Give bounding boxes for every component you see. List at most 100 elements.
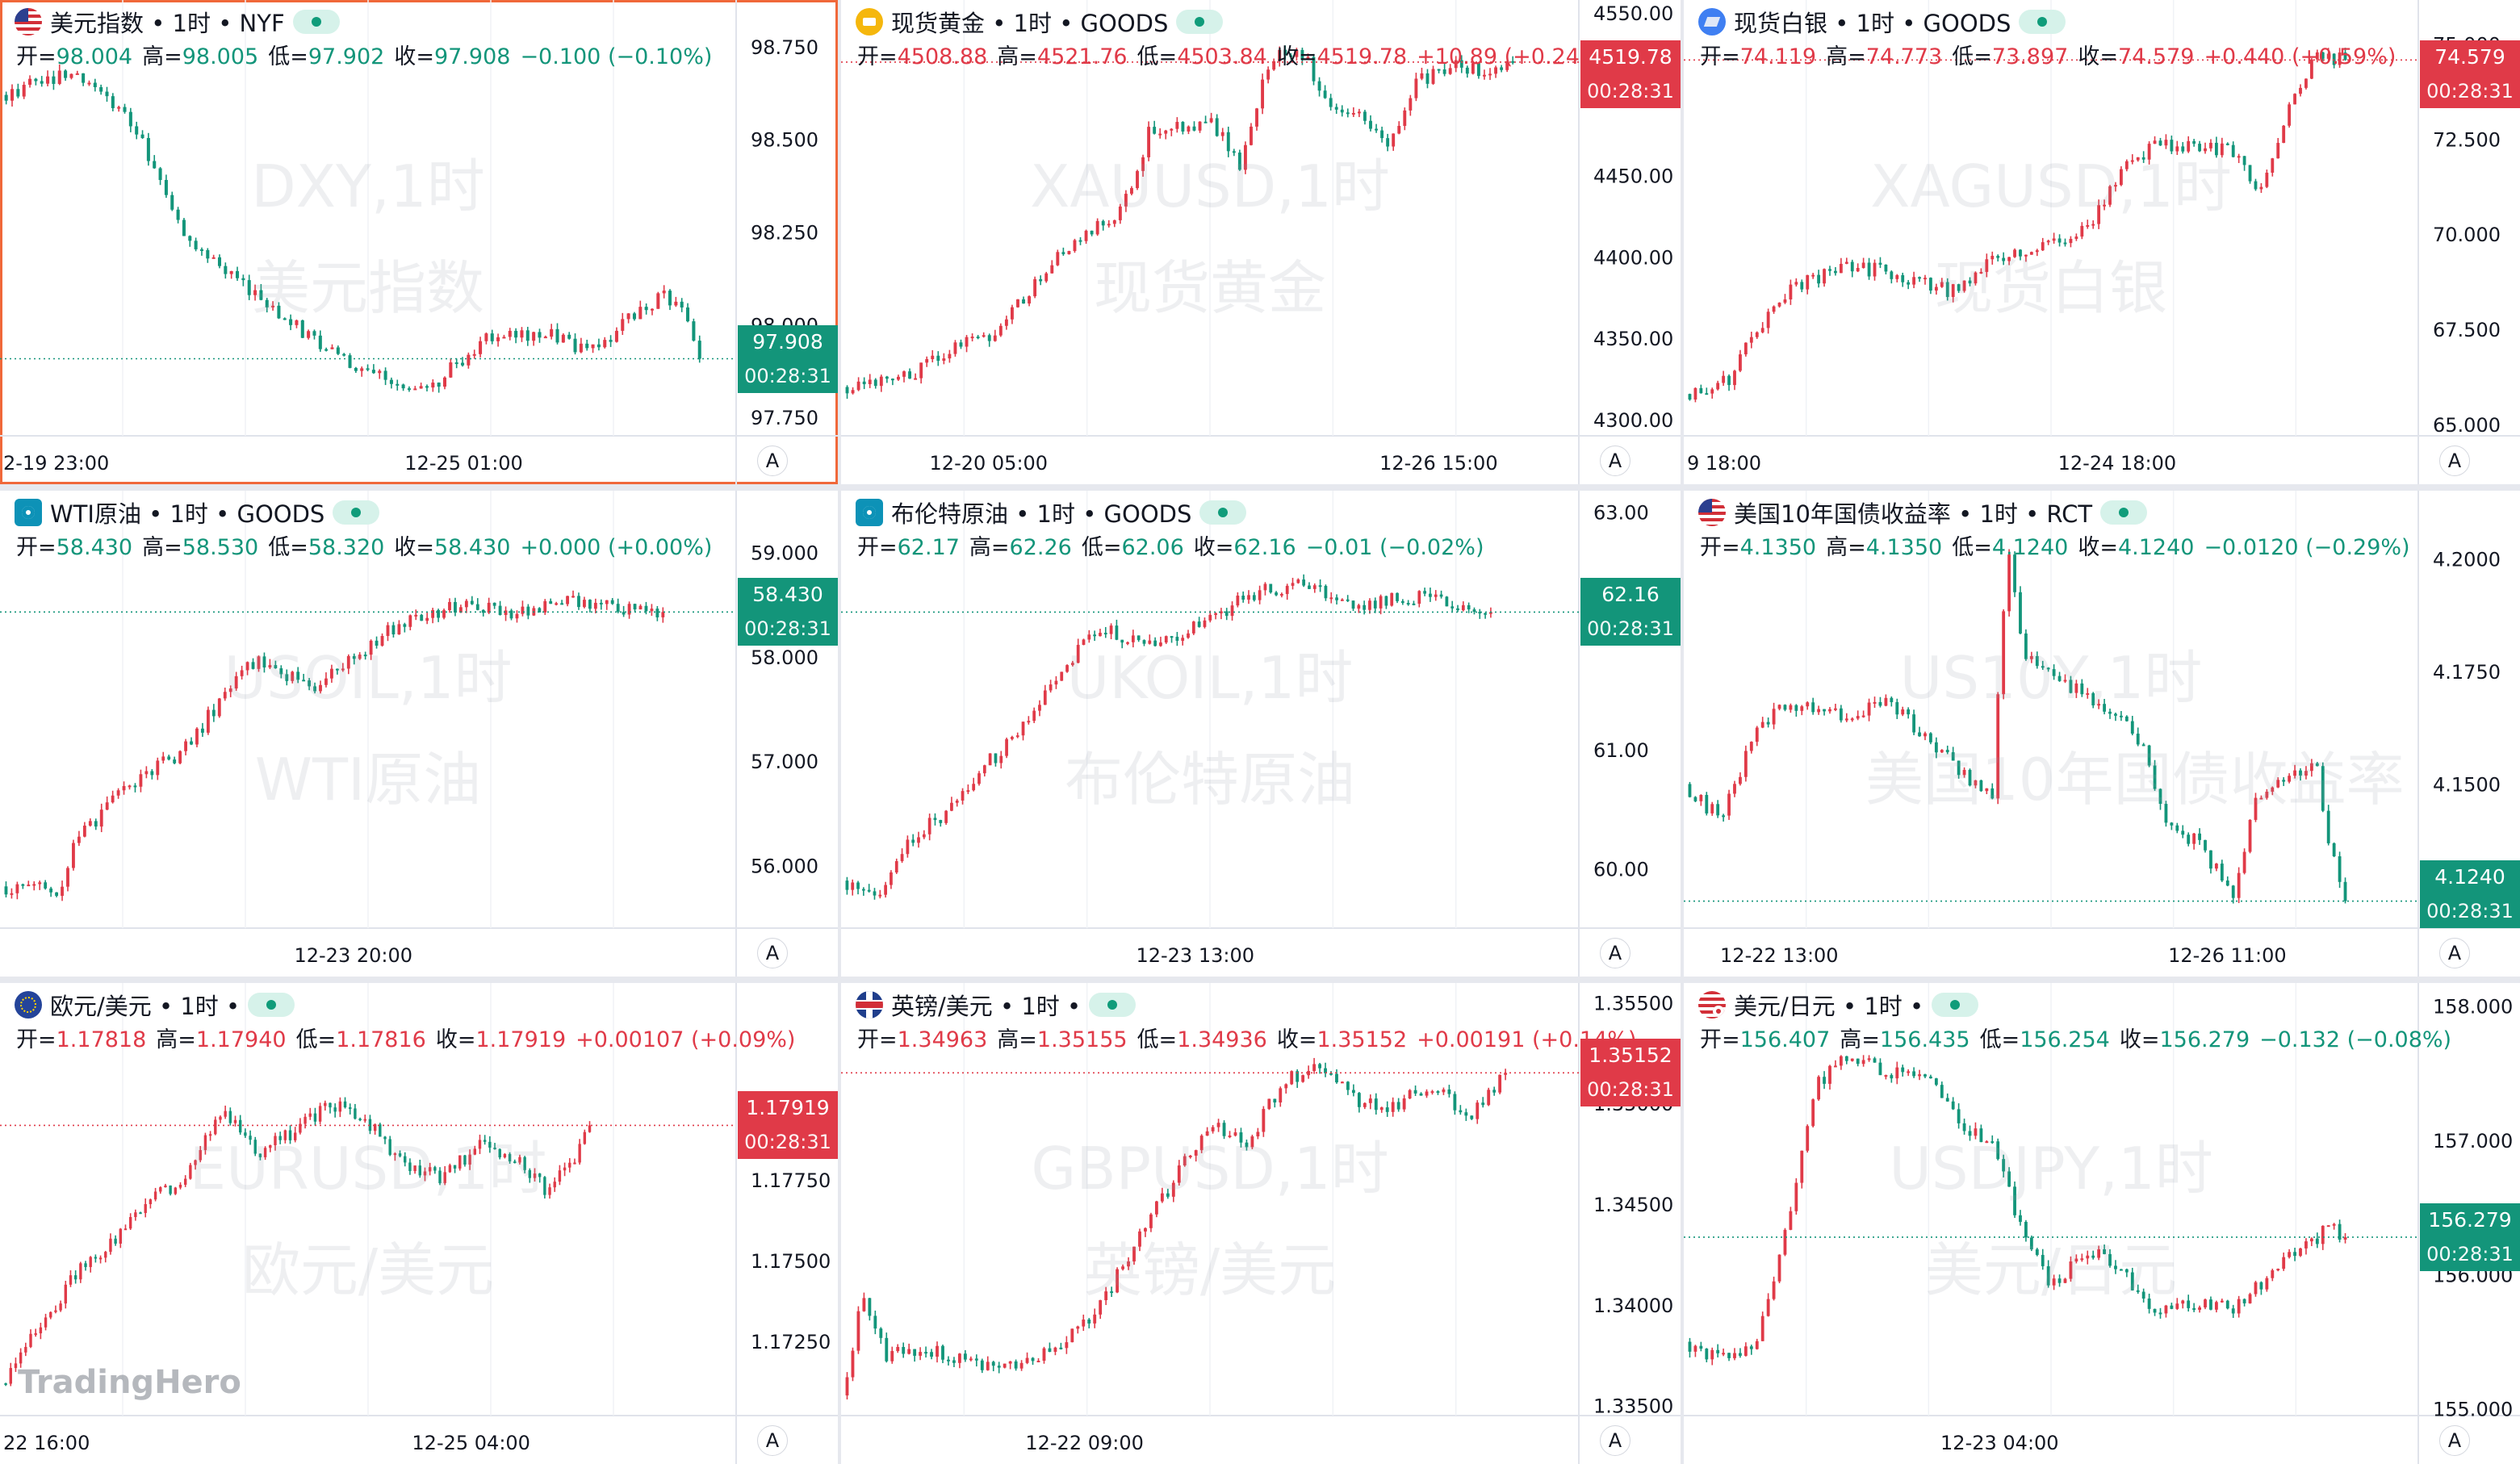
candle-body (944, 810, 948, 823)
candle-body (1215, 118, 1219, 136)
candle-body (258, 1153, 262, 1157)
ohlc-high-label: 高= (997, 44, 1037, 69)
candle-body (437, 609, 440, 618)
chart-panel-usoil[interactable]: 59.000 58.000 57.000 56.000 12-23 20:00 USOIL… (0, 491, 838, 977)
symbol-header[interactable]: 美元指数 • 1时 • NYF (15, 5, 340, 39)
market-status-icon[interactable] (2100, 500, 2148, 525)
market-status-icon[interactable] (1176, 10, 1224, 34)
candle-body (1850, 718, 1854, 721)
symbol-title[interactable]: WTI原油 • 1时 • GOODS (50, 500, 325, 528)
chart-plot[interactable]: 59.000 58.000 57.000 56.000 12-23 20:00 (0, 491, 838, 977)
market-status-icon[interactable] (333, 500, 380, 525)
ohlc-low-value: 156.254 (2020, 1027, 2110, 1052)
candle-body (1766, 722, 1770, 725)
y-tick-label: 98.500 (751, 129, 818, 152)
candle-body (174, 1187, 178, 1194)
chart-plot[interactable]: 1.355001.350001.345001.340001.3350012-22… (841, 983, 1681, 1464)
candle-body (1101, 220, 1105, 226)
symbol-title[interactable]: 欧元/美元 • 1时 • (50, 993, 241, 1020)
auto-scale-button[interactable]: A (757, 1425, 788, 1456)
auto-scale-button[interactable]: A (2439, 938, 2470, 968)
candle-body (2181, 146, 2185, 152)
candle-body (274, 665, 278, 669)
candle-body (1289, 55, 1293, 57)
auto-scale-button[interactable]: A (2439, 1425, 2470, 1456)
candle-body (79, 1263, 82, 1280)
last-price-value: 156.279 (2428, 1207, 2512, 1232)
symbol-title[interactable]: 布伦特原油 • 1时 • GOODS (891, 500, 1192, 528)
candle-body (397, 624, 401, 635)
candle-body (1413, 1090, 1417, 1094)
symbol-title[interactable]: 英镑/美元 • 1时 • (891, 993, 1082, 1020)
candle-body (2192, 833, 2196, 844)
symbol-title[interactable]: 美国10年国债收益率 • 1时 • RCT (1734, 500, 2093, 528)
chart-panel-usdjpy[interactable]: 158.000 157.000 156.000 155.000 12-23 04:00 U… (1684, 983, 2520, 1464)
y-tick-label: 1.17750 (751, 1169, 831, 1192)
candle-body (401, 384, 405, 389)
candle-body (1817, 709, 1821, 713)
symbol-title[interactable]: 现货白银 • 1时 • GOODS (1734, 10, 2011, 37)
ohlc-change: +10.89 (+0.24%) (1417, 44, 1610, 69)
candle-body (44, 882, 48, 889)
candle-body (969, 1358, 973, 1361)
candle-body (993, 335, 997, 341)
time-axis-label: 12-25 04:00 (412, 1432, 530, 1454)
ohlc-low-value: 4.1240 (1991, 535, 2069, 560)
candle-body (40, 81, 44, 84)
candle-body (1209, 118, 1213, 123)
candle-body (496, 337, 500, 341)
symbol-header[interactable]: 布伦特原油 • 1时 • GOODS (856, 496, 1247, 529)
candle-body (283, 318, 287, 320)
candle-body (2192, 140, 2196, 144)
symbol-header[interactable]: 美国10年国债收益率 • 1时 • RCT (1698, 496, 2148, 529)
candle-body (1789, 705, 1793, 710)
candle-body (2288, 104, 2292, 126)
ohlc-high-label: 高= (1840, 1027, 1880, 1052)
brand-watermark: TradingHero (18, 1364, 241, 1401)
symbol-title[interactable]: 美元/日元 • 1时 • (1734, 993, 1924, 1020)
market-status-icon[interactable] (1199, 500, 1247, 525)
auto-scale-button[interactable]: A (1600, 445, 1630, 476)
candle-body (128, 111, 132, 127)
candle-body (164, 180, 168, 195)
watermark-line: WTI原油 (254, 745, 482, 814)
ohlc-high-value: 62.26 (1009, 535, 1072, 560)
auto-scale-button[interactable]: A (757, 938, 788, 968)
symbol-header[interactable]: 现货白银 • 1时 • GOODS (1698, 5, 2066, 39)
symbol-title[interactable]: 美元指数 • 1时 • NYF (50, 10, 285, 37)
chart-panel-xauusd[interactable]: 4550.004500.004450.004400.004350.004300.… (841, 0, 1681, 484)
symbol-header[interactable]: WTI原油 • 1时 • GOODS (15, 496, 380, 529)
chart-panel-gbpusd[interactable]: 1.355001.350001.345001.340001.3350012-22… (841, 983, 1681, 1464)
candle-body (343, 1101, 347, 1108)
watermark-line: 美元指数 (251, 254, 484, 322)
chart-plot[interactable]: 4.2000 4.1750 4.1500 12-22 13:00 12-26 11:00 (1684, 491, 2520, 977)
symbol-header[interactable]: 欧元/美元 • 1时 • (15, 988, 295, 1022)
candle-body (98, 1257, 103, 1260)
auto-scale-button[interactable]: A (1600, 1425, 1630, 1456)
market-status-icon[interactable] (1089, 993, 1137, 1017)
symbol-header[interactable]: 现货黄金 • 1时 • GOODS (856, 5, 1224, 39)
symbol-header[interactable]: 英镑/美元 • 1时 • (856, 988, 1137, 1022)
chart-panel-us10y[interactable]: 4.2000 4.1750 4.1500 12-22 13:00 12-26 11:00… (1684, 491, 2520, 977)
market-status-icon[interactable] (292, 10, 340, 34)
market-status-icon[interactable] (248, 993, 295, 1017)
symbol-title[interactable]: 现货黄金 • 1时 • GOODS (891, 10, 1169, 37)
candle-body (851, 1350, 855, 1378)
candle-body (217, 257, 222, 266)
auto-scale-button[interactable]: A (2439, 445, 2470, 476)
auto-scale-button[interactable]: A (757, 445, 788, 476)
symbol-header[interactable]: 美元/日元 • 1时 • (1698, 988, 1979, 1022)
candle-body (632, 313, 636, 320)
market-status-icon[interactable] (1932, 993, 1979, 1017)
market-status-icon[interactable] (2019, 10, 2066, 34)
auto-scale-button[interactable]: A (1600, 938, 1630, 968)
candle-body (2041, 666, 2045, 668)
